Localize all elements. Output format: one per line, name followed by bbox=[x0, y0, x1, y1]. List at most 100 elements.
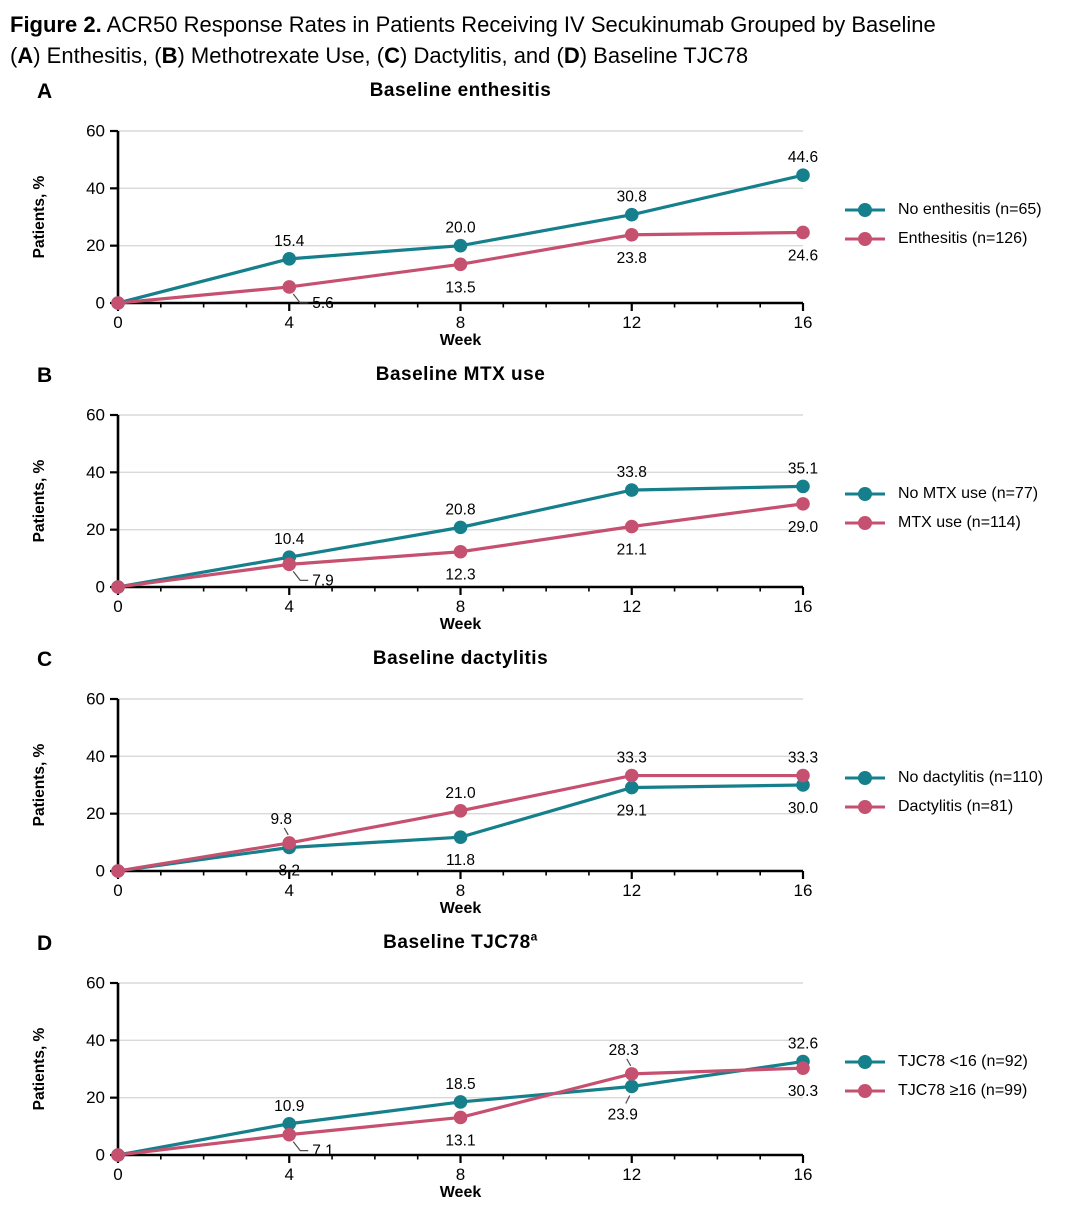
legend-a: No enthesitis (n=65) Enthesitis (n=126) bbox=[845, 201, 1042, 259]
data-point-teal bbox=[796, 168, 810, 182]
y-tick-label: 60 bbox=[86, 406, 105, 425]
legend-marker-pink-icon bbox=[845, 516, 885, 530]
label-leader bbox=[283, 827, 289, 836]
data-point-pink bbox=[453, 544, 468, 559]
data-label: 12.3 bbox=[445, 567, 475, 584]
data-point-teal bbox=[453, 1095, 468, 1109]
data-label: 5.6 bbox=[312, 295, 334, 312]
data-point-teal bbox=[624, 780, 639, 795]
legend-item: No enthesitis (n=65) bbox=[845, 201, 1042, 219]
data-label: 24.6 bbox=[788, 247, 818, 264]
y-axis-label: Patients, % bbox=[31, 1027, 48, 1110]
data-point-teal bbox=[282, 252, 297, 266]
data-point-pink bbox=[624, 1067, 639, 1081]
data-label: 28.3 bbox=[609, 1042, 639, 1059]
x-tick-label: 0 bbox=[113, 881, 122, 900]
label-leader bbox=[292, 293, 309, 304]
legend-item: Dactylitis (n=81) bbox=[845, 798, 1043, 816]
panel-title: Baseline dactylitis bbox=[118, 648, 803, 670]
legend-label: No MTX use (n=77) bbox=[898, 485, 1039, 502]
data-label: 33.3 bbox=[788, 750, 818, 767]
x-axis-label: Week bbox=[440, 1184, 482, 1201]
legend-marker-teal-icon bbox=[845, 203, 885, 217]
data-label: 33.8 bbox=[617, 464, 647, 481]
data-point-teal bbox=[624, 207, 639, 222]
caption-segment: ACR50 Response Rates in Patients Receivi… bbox=[101, 12, 936, 37]
panel-title-superscript: a bbox=[530, 929, 538, 944]
caption-segment: ) Methotrexate Use, ( bbox=[177, 43, 385, 68]
data-point-pink bbox=[624, 227, 639, 242]
x-tick-label: 16 bbox=[794, 313, 813, 332]
legend-item: Enthesitis (n=126) bbox=[845, 230, 1042, 248]
legend-item: TJC78 ≥16 (n=99) bbox=[845, 1082, 1028, 1100]
data-point-teal bbox=[796, 778, 810, 792]
caption-segment: ) Enthesitis, ( bbox=[33, 43, 162, 68]
caption-segment: D bbox=[563, 43, 580, 68]
y-axis-label: Patients, % bbox=[31, 459, 48, 542]
legend-item: TJC78 <16 (n=92) bbox=[845, 1053, 1028, 1071]
caption-segment: C bbox=[384, 43, 401, 68]
data-label: 20.8 bbox=[445, 501, 475, 518]
legend-marker-teal-icon bbox=[845, 771, 885, 785]
data-point-pink bbox=[796, 497, 810, 511]
data-point-pink bbox=[111, 864, 125, 878]
x-tick-label: 8 bbox=[456, 881, 465, 900]
data-point-pink bbox=[282, 557, 297, 572]
x-tick-label: 0 bbox=[113, 313, 122, 332]
data-point-teal bbox=[453, 238, 468, 253]
panel-letter: B bbox=[37, 364, 53, 387]
legend-item: No dactylitis (n=110) bbox=[845, 769, 1043, 787]
x-tick-label: 8 bbox=[456, 597, 465, 616]
label-leader bbox=[292, 1141, 309, 1152]
panel-title: Baseline TJC78a bbox=[118, 929, 803, 954]
panel-title-text: Baseline TJC78 bbox=[383, 932, 531, 953]
caption-segment: A bbox=[17, 43, 34, 68]
x-tick-label: 4 bbox=[285, 597, 294, 616]
x-tick-label: 12 bbox=[622, 1165, 641, 1184]
x-tick-label: 4 bbox=[285, 313, 294, 332]
data-point-pink bbox=[796, 768, 810, 783]
legend-label: No enthesitis (n=65) bbox=[898, 201, 1042, 218]
y-tick-label: 60 bbox=[86, 974, 105, 993]
data-label: 7.1 bbox=[312, 1143, 334, 1160]
figure-caption: Figure 2. ACR50 Response Rates in Patien… bbox=[10, 9, 1064, 71]
data-label: 11.8 bbox=[446, 852, 475, 869]
data-label: 30.8 bbox=[617, 189, 647, 206]
x-tick-label: 16 bbox=[794, 1165, 813, 1184]
data-label: 30.0 bbox=[788, 800, 819, 817]
data-point-teal bbox=[453, 520, 468, 535]
y-tick-label: 60 bbox=[86, 690, 105, 709]
data-label: 33.3 bbox=[617, 750, 647, 767]
legend-label: TJC78 <16 (n=92) bbox=[898, 1053, 1028, 1070]
data-label: 20.0 bbox=[445, 220, 476, 237]
y-tick-label: 0 bbox=[96, 862, 105, 881]
legend-marker-pink-icon bbox=[845, 800, 885, 814]
panel-a: A Baseline enthesitis 0 4 8 12 16 0 20 40 60 Week… bbox=[0, 77, 1076, 361]
y-tick-label: 60 bbox=[86, 122, 105, 141]
panel-letter: A bbox=[37, 80, 53, 103]
data-point-pink bbox=[453, 257, 468, 272]
x-tick-label: 4 bbox=[285, 881, 294, 900]
y-tick-label: 40 bbox=[86, 179, 105, 198]
y-tick-label: 0 bbox=[96, 1146, 105, 1165]
data-label: 18.5 bbox=[445, 1076, 475, 1093]
panel-title-text: Baseline dactylitis bbox=[372, 648, 549, 669]
legend-marker-pink-icon bbox=[845, 232, 885, 246]
panel-title-text: Baseline enthesitis bbox=[369, 80, 552, 101]
y-tick-label: 20 bbox=[86, 1088, 105, 1107]
plot-area-b: 0 4 8 12 16 0 20 40 60 Week Patients, % 10.4 20.8 33.… bbox=[31, 406, 818, 634]
data-label: 10.4 bbox=[274, 531, 305, 548]
panel-b: B Baseline MTX use 0 4 8 12 16 0 20 40 60 Week Pat… bbox=[0, 361, 1076, 645]
y-tick-label: 20 bbox=[86, 236, 105, 255]
caption-segment: ) Dactylitis, and ( bbox=[400, 43, 564, 68]
data-label: 32.6 bbox=[788, 1036, 818, 1053]
caption-segment: ( bbox=[10, 43, 18, 68]
legend-label: MTX use (n=114) bbox=[898, 514, 1021, 531]
data-point-pink bbox=[624, 519, 639, 534]
label-leader bbox=[625, 1095, 631, 1104]
data-point-pink bbox=[111, 580, 125, 594]
x-tick-label: 12 bbox=[622, 881, 641, 900]
plot-area-a: 0 4 8 12 16 0 20 40 60 Week Patients, % 15.4 20.0 30.… bbox=[31, 122, 818, 350]
data-point-teal bbox=[453, 830, 468, 844]
data-label: 23.8 bbox=[617, 250, 647, 267]
